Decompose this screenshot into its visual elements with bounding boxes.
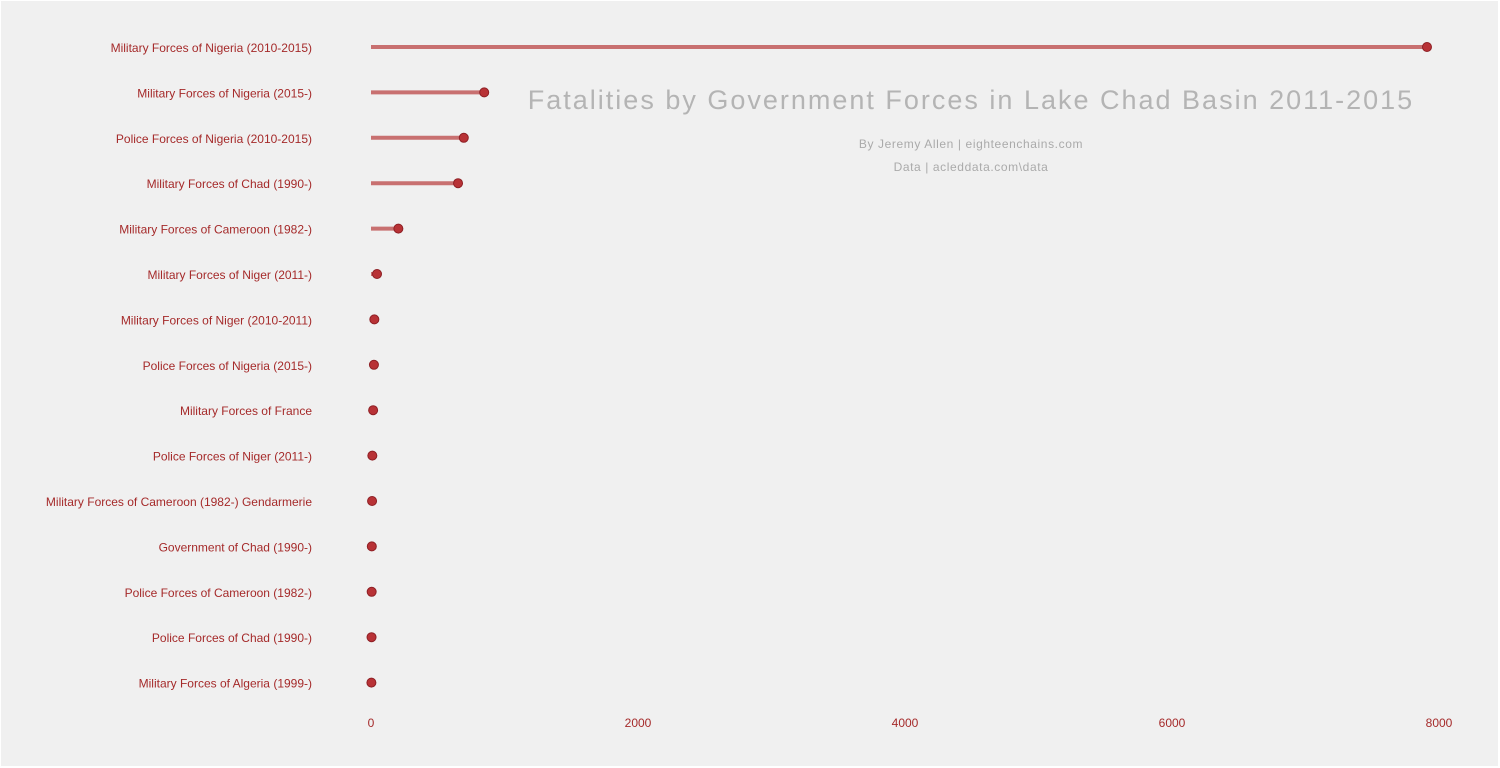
- category-label-4: Military Forces of Cameroon (1982-): [119, 223, 312, 237]
- data-point-10: [367, 496, 378, 506]
- data-point-0: [1421, 42, 1432, 52]
- data-point-1: [479, 87, 490, 98]
- x-tick-label-2: 4000: [892, 716, 919, 730]
- title-group: Fatalities by Government Forces in Lake …: [528, 85, 1414, 174]
- x-tick-label-0: 0: [368, 716, 375, 730]
- category-label-10: Military Forces of Cameroon (1982-) Gend…: [46, 495, 312, 509]
- data-point-4: [393, 223, 404, 234]
- x-tick-label-4: 8000: [1426, 716, 1453, 730]
- data-point-14: [366, 677, 377, 688]
- category-label-6: Military Forces of Niger (2010-2011): [121, 313, 312, 327]
- chart-title: Fatalities by Government Forces in Lake …: [528, 85, 1414, 115]
- category-label-12: Police Forces of Cameroon (1982-): [125, 586, 312, 600]
- data-point-6: [369, 314, 380, 325]
- category-label-8: Military Forces of France: [180, 404, 312, 418]
- dots-layer: [366, 42, 1432, 688]
- category-label-7: Police Forces of Nigeria (2015-): [143, 359, 312, 373]
- data-point-5: [372, 269, 383, 279]
- category-label-13: Police Forces of Chad (1990-): [152, 631, 312, 645]
- chart-subtitle-source: Data | acleddata.com\data: [894, 160, 1049, 174]
- data-point-12: [366, 586, 377, 597]
- category-label-5: Military Forces of Niger (2011-): [148, 268, 312, 282]
- data-point-2: [458, 132, 469, 143]
- category-label-11: Government of Chad (1990-): [159, 540, 312, 554]
- x-axis-tick-labels: 0 2000 4000 6000 8000: [368, 716, 1453, 730]
- category-label-1: Military Forces of Nigeria (2015-): [137, 86, 312, 100]
- category-label-3: Military Forces of Chad (1990-): [147, 177, 312, 191]
- data-point-7: [368, 359, 379, 370]
- category-label-2: Police Forces of Nigeria (2010-2015): [116, 132, 312, 146]
- data-point-3: [453, 178, 464, 189]
- category-label-0: Military Forces of Nigeria (2010-2015): [111, 41, 312, 55]
- x-tick-label-3: 6000: [1159, 716, 1186, 730]
- data-point-13: [366, 632, 377, 643]
- x-tick-label-1: 2000: [625, 716, 652, 730]
- data-point-8: [368, 405, 379, 416]
- category-label-9: Police Forces of Niger (2011-): [153, 450, 312, 464]
- category-label-14: Military Forces of Algeria (1999-): [139, 677, 312, 691]
- data-point-9: [367, 450, 378, 461]
- data-point-11: [366, 541, 377, 552]
- category-labels: Military Forces of Nigeria (2010-2015) Mi…: [46, 41, 312, 691]
- chart-subtitle-author: By Jeremy Allen | eighteenchains.com: [859, 137, 1083, 151]
